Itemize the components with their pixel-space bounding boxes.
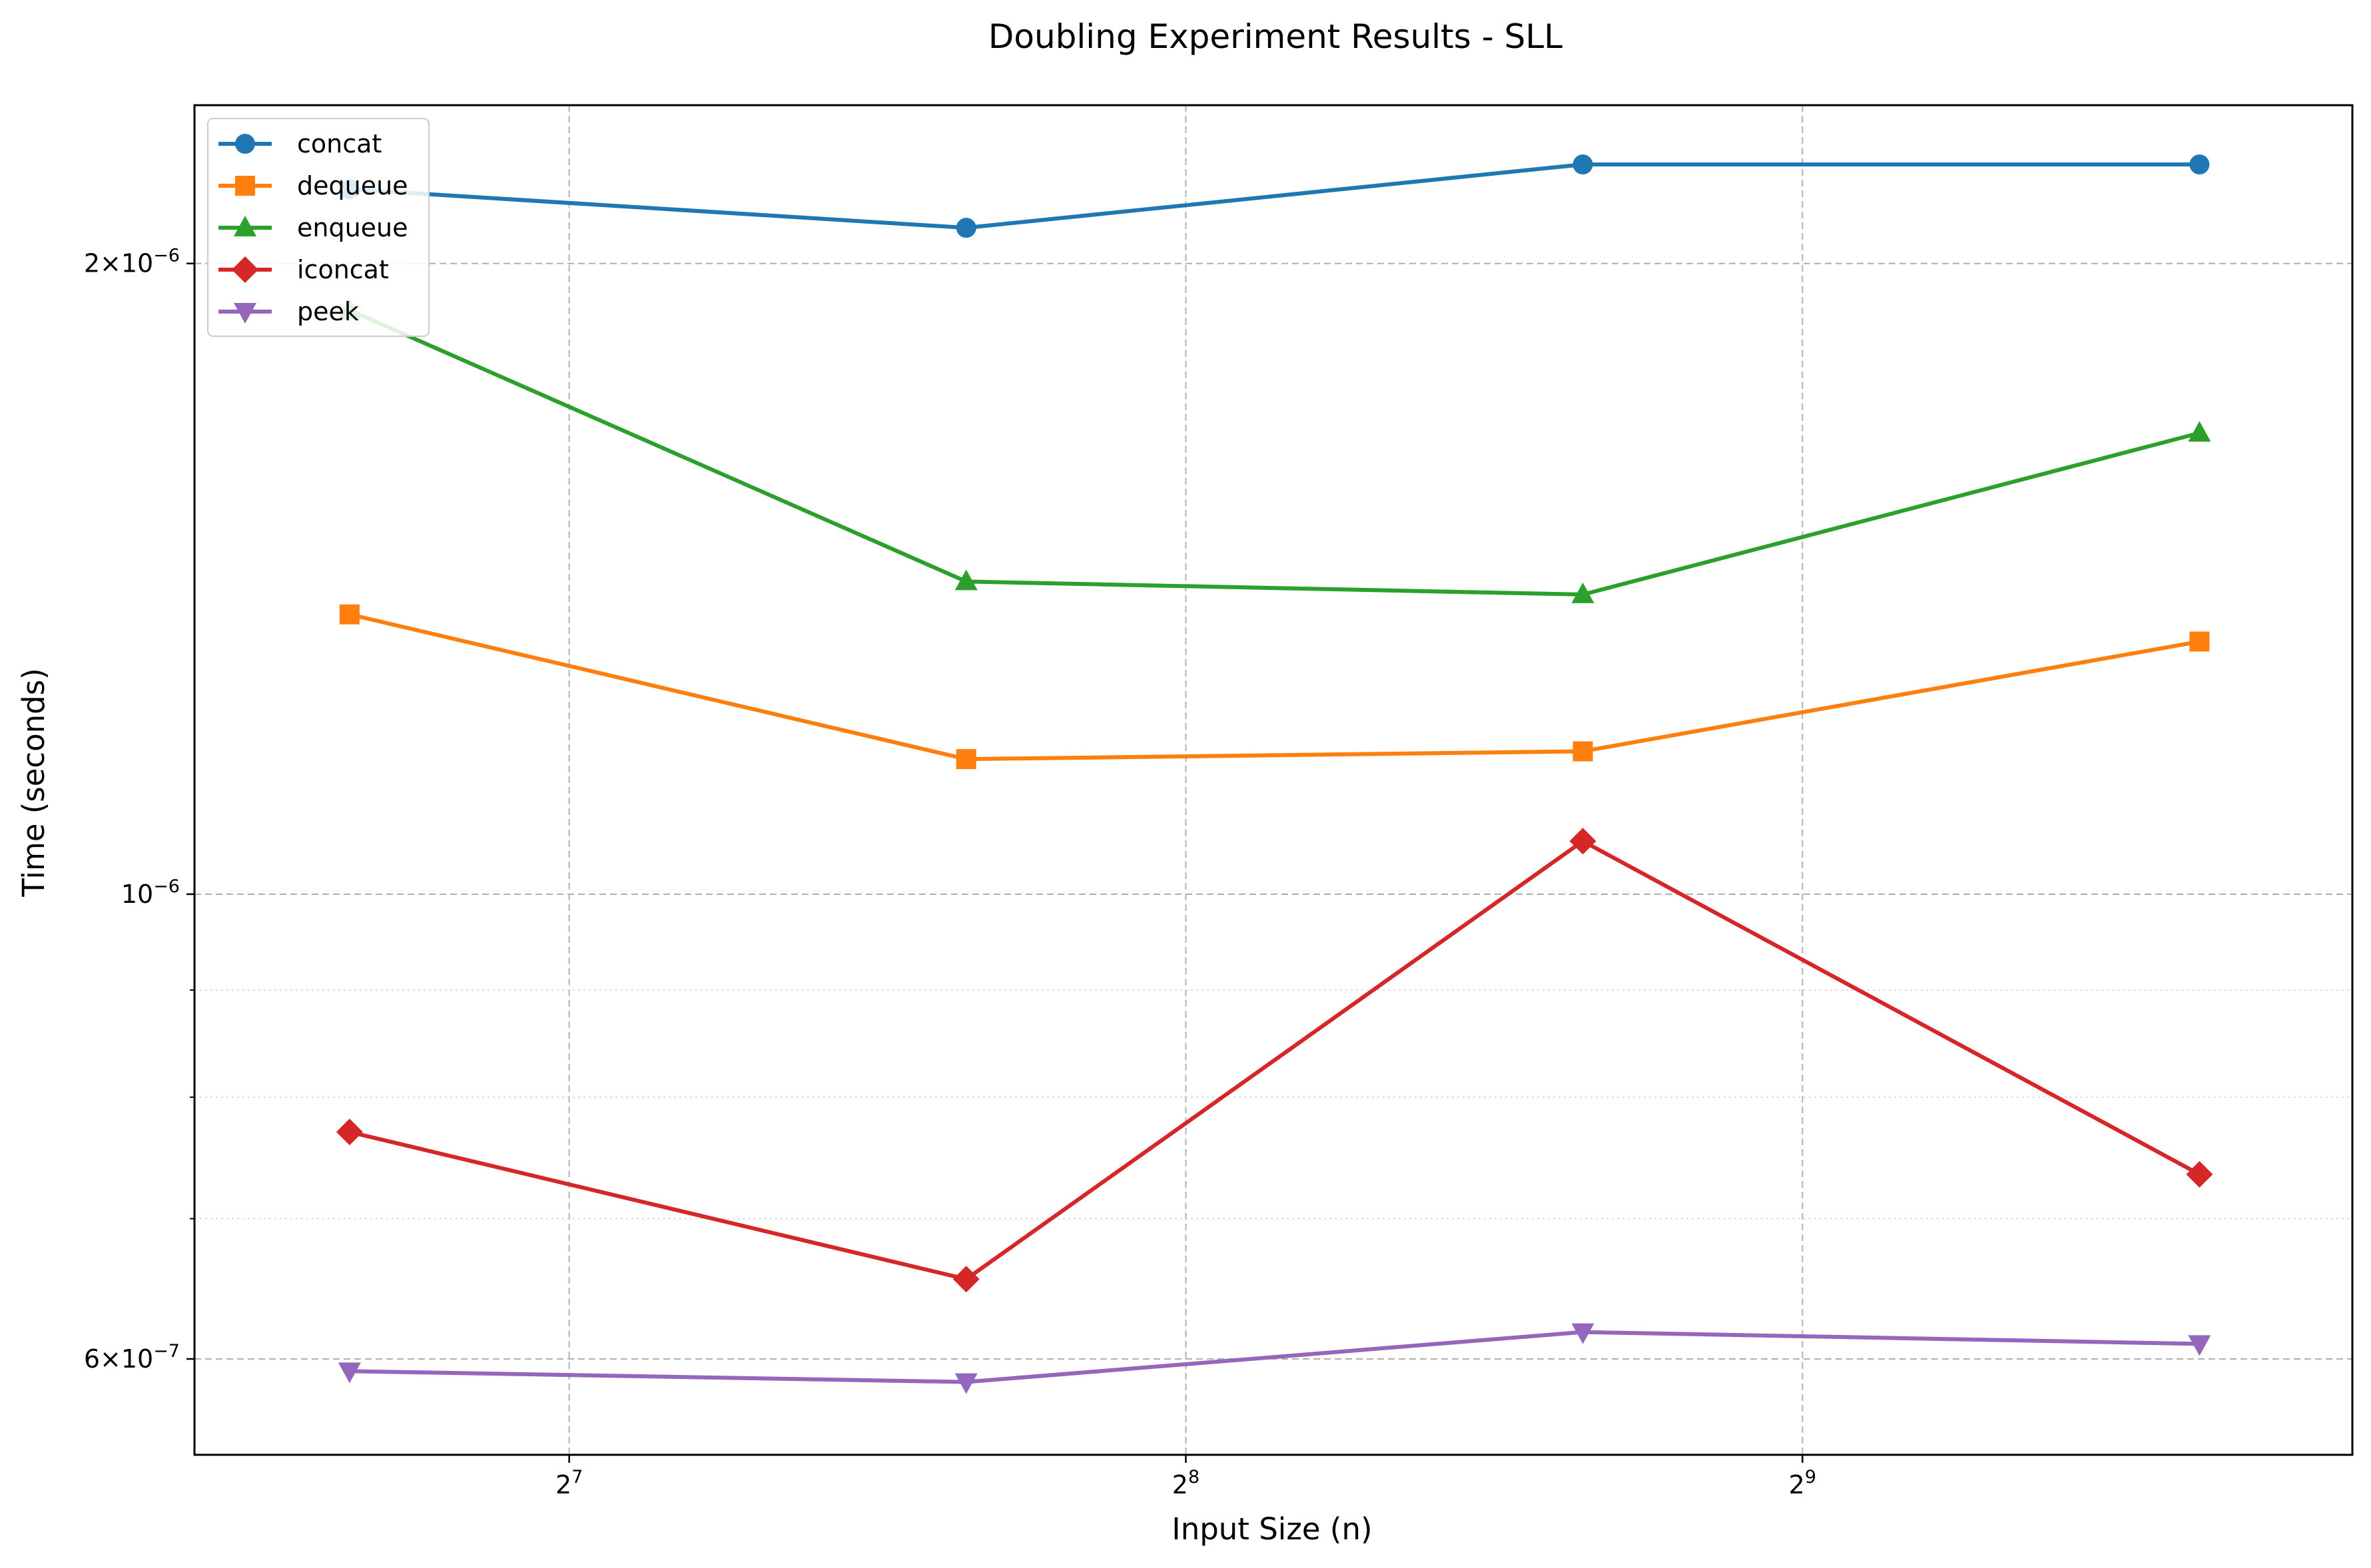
data-point-dequeue bbox=[2189, 631, 2210, 652]
legend-label: dequeue bbox=[297, 171, 408, 200]
legend-label: enqueue bbox=[297, 213, 408, 242]
series-line-dequeue bbox=[349, 612, 2200, 762]
x-axis-label: Input Size (n) bbox=[1172, 1511, 1372, 1547]
legend-label: iconcat bbox=[297, 255, 389, 284]
legend-box bbox=[207, 118, 430, 337]
data-point-dequeue bbox=[1572, 741, 1593, 762]
plot-frame bbox=[193, 104, 2354, 1456]
series-line-concat bbox=[349, 162, 2200, 230]
data-point-dequeue bbox=[956, 749, 976, 770]
legend-entry-peek: peek bbox=[218, 297, 359, 326]
legend-marker bbox=[235, 176, 255, 196]
series-concat bbox=[339, 154, 2210, 238]
y-axis-label: Time (seconds) bbox=[16, 668, 51, 897]
x-tick-label: 29 bbox=[1789, 1467, 1816, 1499]
legend-label: concat bbox=[297, 129, 382, 158]
legend-entry-iconcat: iconcat bbox=[218, 255, 389, 284]
series-layer bbox=[336, 154, 2213, 1394]
data-point-concat bbox=[1572, 154, 1593, 174]
data-point-iconcat bbox=[2186, 1161, 2213, 1188]
legend-marker bbox=[234, 216, 256, 236]
legend-label: peek bbox=[297, 297, 359, 326]
data-point-dequeue bbox=[339, 604, 360, 625]
data-point-peek bbox=[1571, 1323, 1594, 1344]
legend-entry-dequeue: dequeue bbox=[218, 171, 408, 200]
series-dequeue bbox=[339, 604, 2210, 770]
y-tick-label: 6×10−7 bbox=[84, 1341, 180, 1374]
legend-marker bbox=[232, 256, 258, 283]
data-point-peek bbox=[954, 1373, 978, 1394]
data-point-enqueue bbox=[954, 569, 978, 591]
legend-marker bbox=[234, 303, 256, 324]
series-peek bbox=[338, 1323, 2211, 1394]
y-tick-label: 10−6 bbox=[121, 876, 180, 909]
data-point-iconcat bbox=[1569, 828, 1596, 855]
series-iconcat bbox=[336, 828, 2213, 1293]
chart-title: Doubling Experiment Results - SLL bbox=[988, 17, 1562, 56]
axes-layer: 27 28 29 2×10−6 10−6 6×10−7 bbox=[84, 104, 2354, 1499]
data-point-concat bbox=[2189, 154, 2210, 174]
legend-marker bbox=[235, 134, 255, 154]
data-point-concat bbox=[956, 218, 976, 238]
data-point-iconcat bbox=[952, 1266, 980, 1293]
data-point-peek bbox=[338, 1362, 361, 1384]
data-point-enqueue bbox=[2188, 421, 2211, 442]
x-tick-label: 28 bbox=[1172, 1467, 1199, 1499]
data-point-enqueue bbox=[1571, 582, 1594, 603]
legend-entry-concat: concat bbox=[218, 129, 382, 158]
data-point-iconcat bbox=[336, 1119, 363, 1146]
series-line-peek bbox=[349, 1330, 2200, 1384]
legend-entry-enqueue: enqueue bbox=[218, 213, 408, 242]
series-line-enqueue bbox=[348, 308, 2201, 597]
x-tick-label: 27 bbox=[555, 1467, 583, 1499]
y-tick-label: 2×10−6 bbox=[84, 246, 180, 278]
legend: concat dequeue enqueue iconcat peek bbox=[207, 118, 430, 337]
series-line-iconcat bbox=[349, 839, 2201, 1282]
data-point-peek bbox=[2188, 1335, 2211, 1356]
